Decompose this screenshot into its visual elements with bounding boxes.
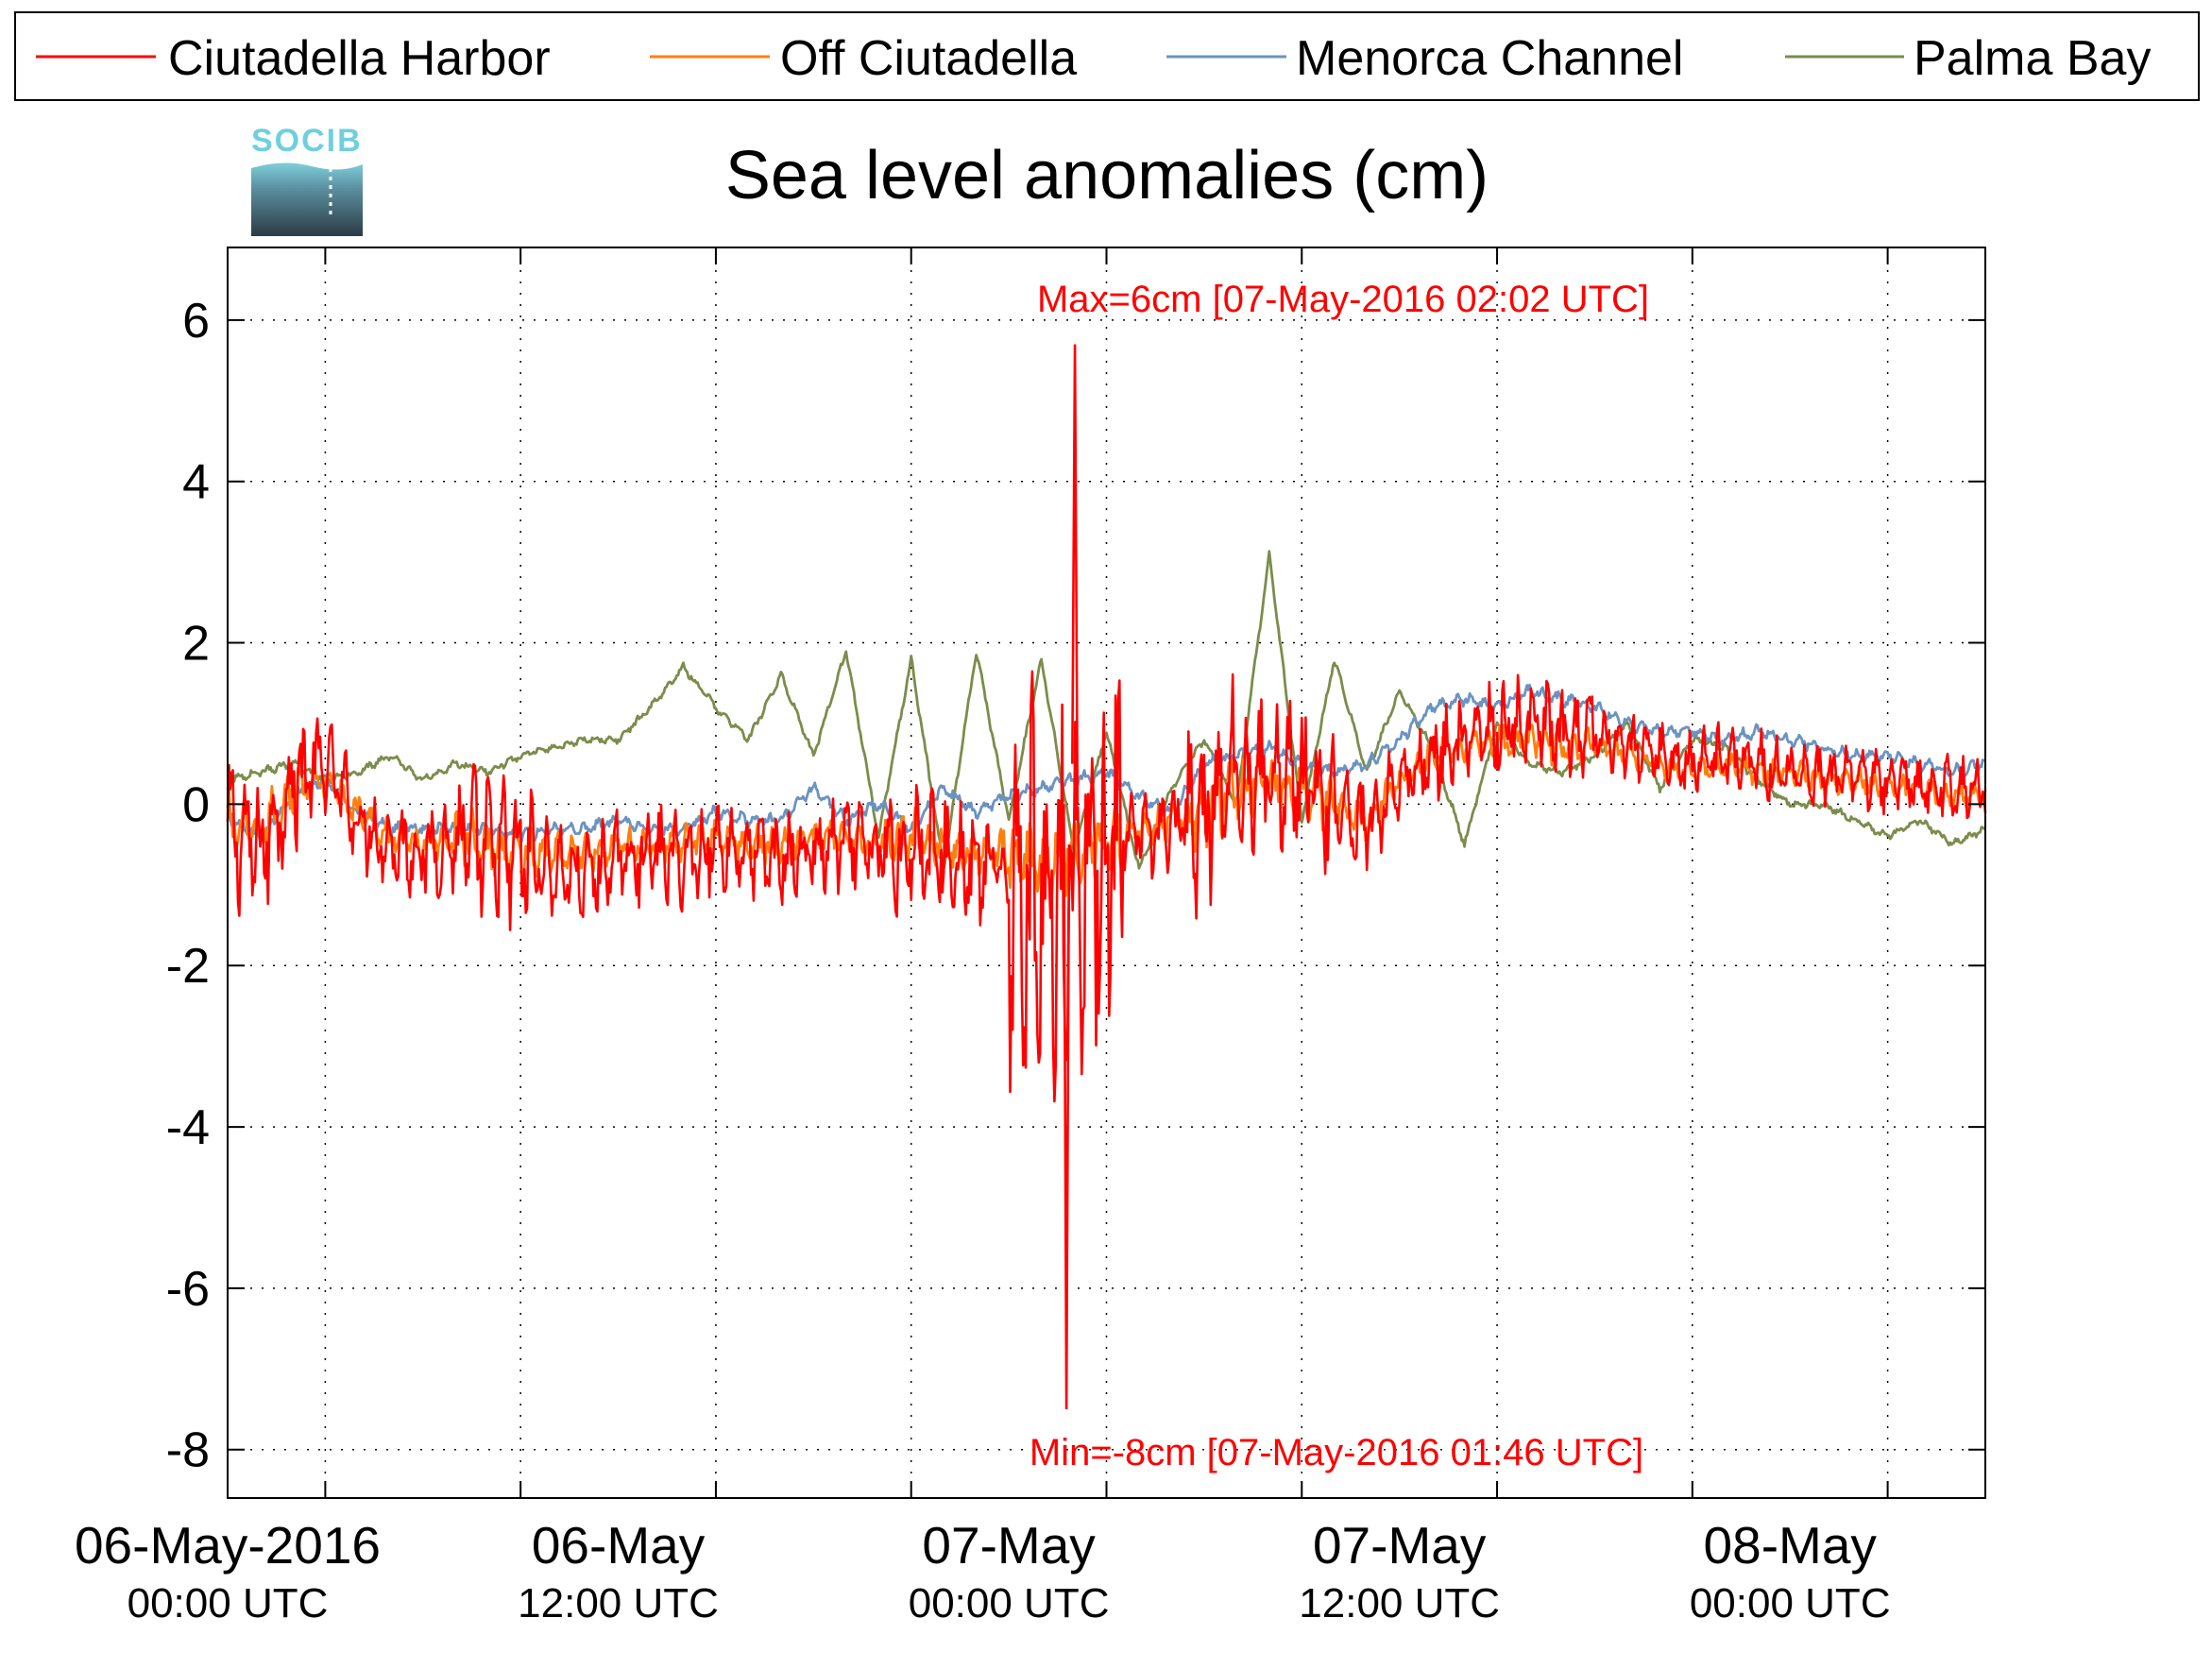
x-tick-label-time: 00:00 UTC [1690, 1580, 1891, 1626]
x-tick-label-time: 00:00 UTC [128, 1580, 329, 1626]
logo-text: SOCIB [251, 123, 363, 159]
legend-label-menorca-channel: Menorca Channel [1296, 31, 1683, 86]
ticks [228, 247, 1985, 1498]
x-tick-label-date: 06-May-2016 [75, 1516, 381, 1575]
y-tick-label: 2 [182, 617, 210, 672]
x-tick-label-time: 00:00 UTC [909, 1580, 1110, 1626]
legend-label-ciutadella-harbor: Ciutadella Harbor [168, 31, 551, 86]
socib-logo: SOCIB [251, 123, 363, 236]
x-tick-label-date: 07-May [922, 1516, 1096, 1575]
y-tick-labels: 6 4 2 0 -2 -4 -6 -8 [166, 294, 210, 1478]
plot-area: Max=6cm [07-May-2016 02:02 UTC] Min=-8cm… [226, 247, 1987, 1499]
legend-label-palma-bay: Palma Bay [1914, 31, 2151, 86]
annotation-min: Min=-8cm [07-May-2016 01:46 UTC] [1029, 1432, 1643, 1473]
y-tick-label: -6 [166, 1262, 210, 1317]
chart-title: Sea level anomalies (cm) [725, 138, 1489, 213]
series-line-ciutadella-harbor [226, 670, 1987, 1103]
x-tick-label-date: 07-May [1313, 1516, 1487, 1575]
y-tick-label: -2 [166, 939, 210, 994]
max-spike [1071, 344, 1080, 805]
legend-label-off-ciutadella: Off Ciutadella [780, 31, 1077, 86]
legend: Ciutadella Harbor Off Ciutadella Menorca… [14, 11, 2200, 101]
x-tick-labels: 06-May-2016 00:00 UTC 06-May 12:00 UTC 07-Ma… [75, 1516, 1891, 1626]
y-tick-label: 0 [182, 777, 210, 832]
series-layer [226, 344, 1987, 1410]
x-tick-label-time: 12:00 UTC [518, 1580, 719, 1626]
y-tick-label: -4 [166, 1100, 210, 1155]
y-tick-label: 4 [182, 455, 210, 510]
x-tick-label-time: 12:00 UTC [1299, 1580, 1500, 1626]
x-tick-label-date: 08-May [1704, 1516, 1878, 1575]
series-line-palma-bay [228, 550, 1986, 871]
y-tick-label: -8 [166, 1423, 210, 1478]
y-tick-label: 6 [182, 294, 210, 349]
x-tick-label-date: 06-May [532, 1516, 706, 1575]
annotation-max: Max=6cm [07-May-2016 02:02 UTC] [1037, 279, 1649, 320]
